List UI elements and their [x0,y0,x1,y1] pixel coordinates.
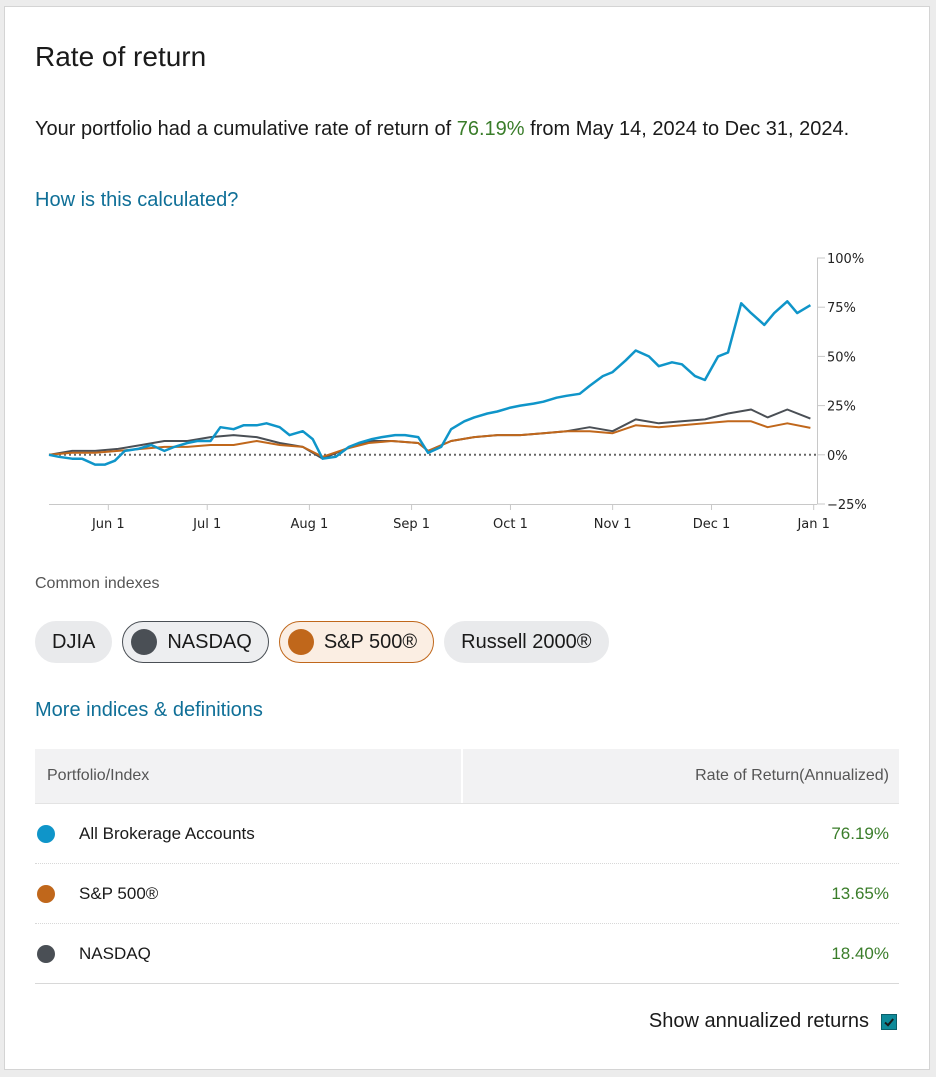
y-tick-label: −25% [827,498,867,513]
y-tick-label: 25% [827,400,856,415]
table-row: All Brokerage Accounts 76.19% [35,804,899,864]
common-indexes-label: Common indexes [35,575,160,592]
chip-label: NASDAQ [167,630,252,653]
y-tick-label: 50% [827,350,856,365]
x-tick-label: Jan 1 [796,517,829,532]
summary-return-pct: 76.19% [456,118,525,140]
rate-of-return-chart: 100% 75% 50% 25% 0% −25% Jun 1 Jul 1 Aug 1 Sep 1 O… [48,252,867,532]
chip-label: Russell 2000® [461,630,592,653]
how-calculated-link[interactable]: How is this calculated? [35,189,239,211]
row-value: 13.65% [831,883,889,903]
card-title: Rate of return [35,41,207,72]
checkmark-icon [884,1017,894,1027]
series-line-portfolio [48,300,812,466]
x-tick-label: Sep 1 [393,517,430,532]
portfolio-dot-icon [37,824,55,843]
returns-table: Portfolio/Index Rate of Return(Annualize… [35,749,899,984]
chip-djia[interactable]: DJIA [35,621,113,663]
sp500-dot-icon [37,884,55,903]
x-tick-label: Oct 1 [493,517,528,532]
col-portfolio-index: Portfolio/Index [35,749,463,803]
nasdaq-dot-icon [131,629,158,655]
x-tick-label: Jun 1 [91,517,125,532]
sp500-dot-icon [287,629,314,655]
row-name: NASDAQ [79,943,151,963]
return-summary: Your portfolio had a cumulative rate of … [35,113,895,145]
x-tick-label: Jul 1 [192,517,221,532]
summary-prefix: Your portfolio had a cumulative rate of … [35,118,457,140]
row-value: 76.19% [831,823,889,843]
chip-label: S&P 500® [323,630,418,653]
row-name: All Brokerage Accounts [79,823,255,843]
row-value: 18.40% [831,943,889,963]
index-chips: DJIA NASDAQ S&P 500® Russell 2000® [35,621,609,663]
y-tick-label: 75% [827,301,856,316]
table-header: Portfolio/Index Rate of Return(Annualize… [35,749,899,804]
toggle-label: Show annualized returns [648,1010,869,1032]
row-name: S&P 500® [79,883,159,903]
chip-sp500[interactable]: S&P 500® [278,621,435,663]
more-indices-link[interactable]: More indices & definitions [35,699,263,721]
table-row: NASDAQ 18.40% [35,924,899,984]
annualized-checkbox[interactable] [881,1013,897,1030]
y-tick-label: 100% [827,252,864,267]
rate-of-return-card: Rate of return Your portfolio had a cumu… [4,6,930,1070]
nasdaq-dot-icon [37,944,55,963]
chip-label: DJIA [52,630,96,653]
x-tick-label: Dec 1 [693,517,731,532]
table-row: S&P 500® 13.65% [35,864,899,924]
summary-suffix: from May 14, 2024 to Dec 31, 2024. [524,118,850,140]
chip-nasdaq[interactable]: NASDAQ [122,621,269,663]
x-tick-label: Nov 1 [594,517,632,532]
y-tick-label: 0% [827,449,848,464]
annualized-returns-toggle[interactable]: Show annualized returns [649,1010,897,1033]
chip-russell-2000[interactable]: Russell 2000® [444,621,609,663]
col-rate-of-return: Rate of Return(Annualized) [695,767,889,784]
x-tick-label: Aug 1 [290,517,328,532]
